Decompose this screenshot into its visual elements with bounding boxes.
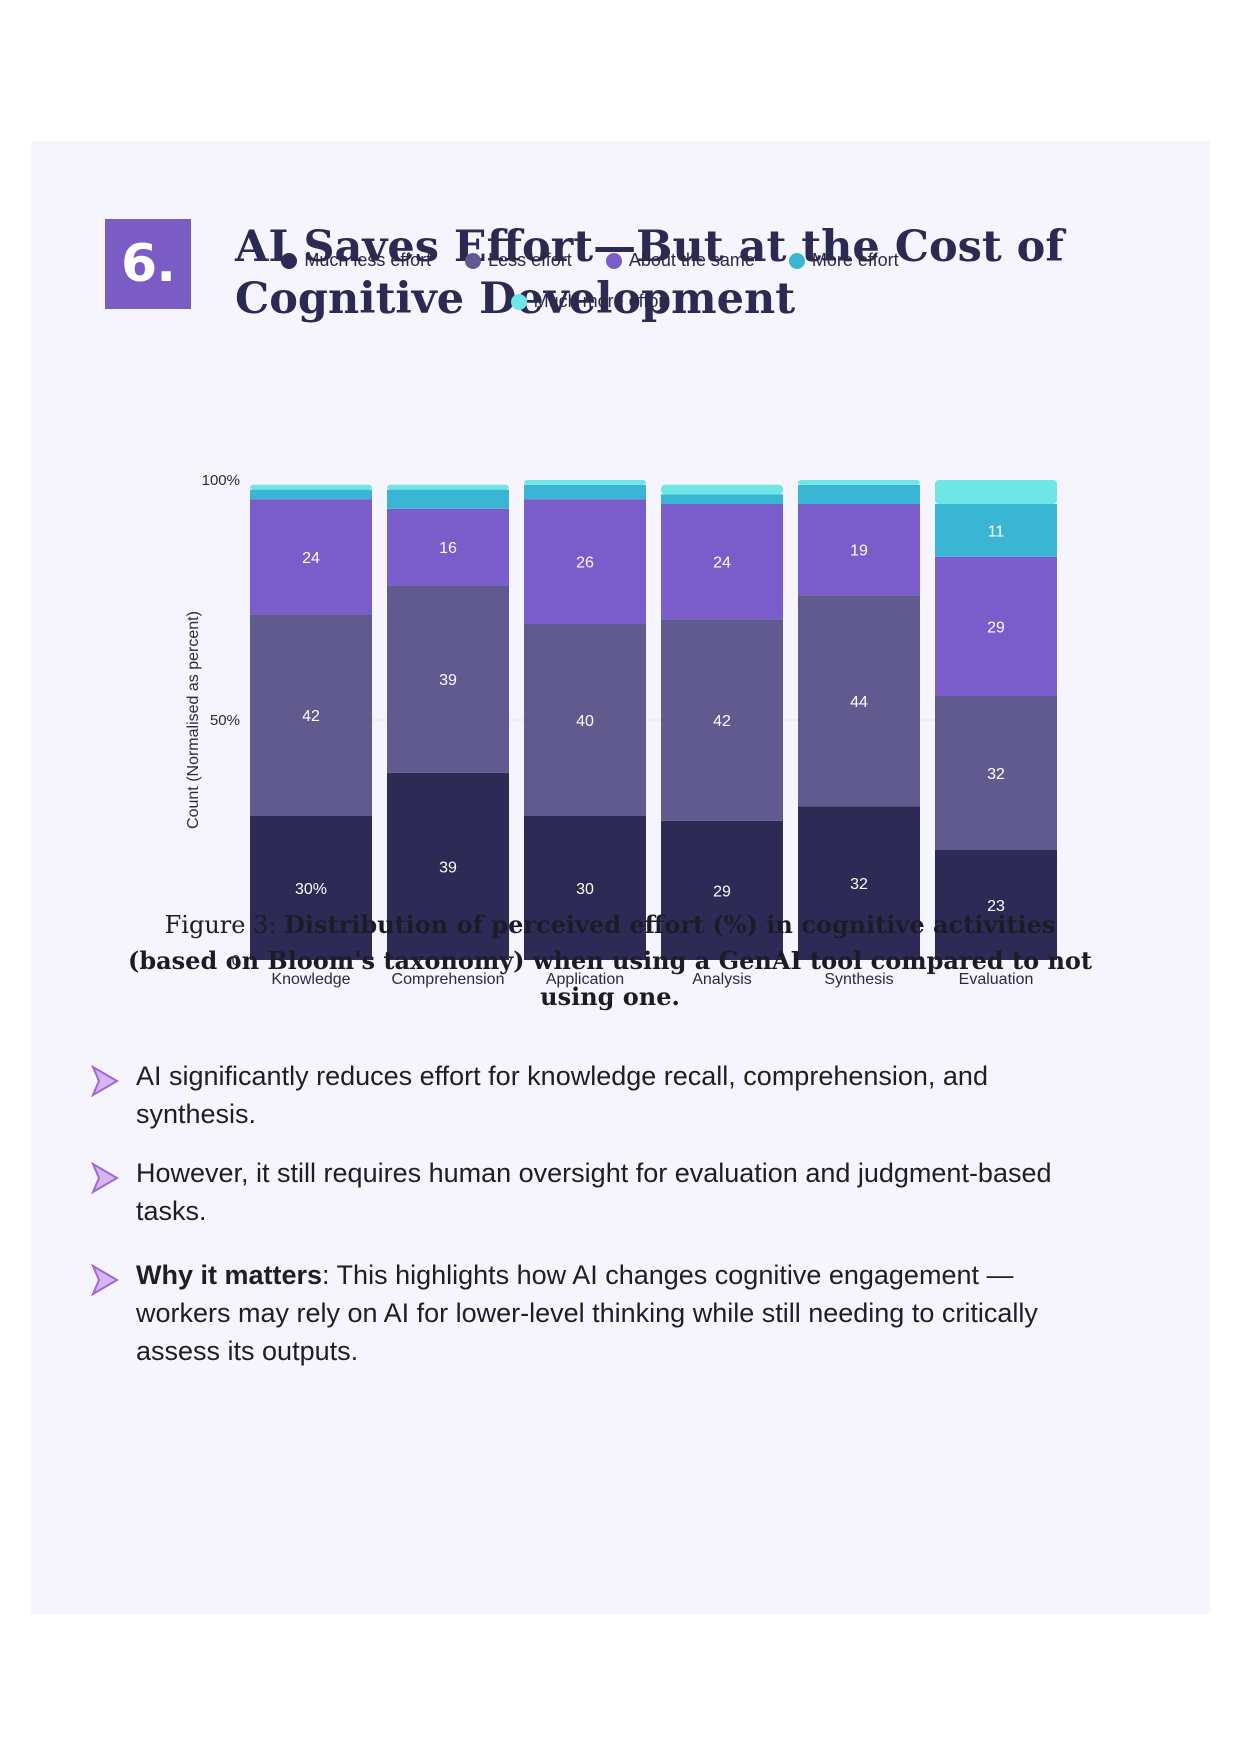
- page-title-line-1: AI Saves Effort—But at the Cost of: [235, 222, 1064, 272]
- bar-segment: [798, 595, 920, 807]
- data-label: 30: [576, 881, 594, 898]
- x-tick-label: Synthesis: [824, 971, 893, 988]
- data-label: 16: [439, 540, 457, 557]
- bar-segment: [387, 585, 509, 773]
- bar-segment: [250, 489, 372, 500]
- bar-segment: [387, 508, 509, 586]
- legend-label-much-more-effort: Much more effort: [533, 291, 670, 311]
- bullet-text-3: Why it matters: This highlights how AI c…: [136, 1256, 1056, 1370]
- x-tick-label: Application: [546, 971, 624, 988]
- legend-swatch-much-less-effort: [281, 252, 298, 269]
- bar-segment: [661, 494, 783, 504]
- bar-segment: [798, 484, 920, 504]
- data-label: 42: [713, 713, 731, 730]
- data-label: 24: [713, 555, 731, 572]
- bullet-item-2: However, it still requires human oversig…: [90, 1154, 1056, 1230]
- legend-swatch-more-effort: [788, 252, 805, 269]
- legend-row-1: Much less effort Less effort About the s…: [200, 250, 980, 271]
- legend-label-about-the-same: About the same: [628, 250, 755, 270]
- data-label: 44: [850, 694, 868, 711]
- bar-segment: [798, 806, 920, 960]
- figure-caption-text: Distribution of perceived effort (%) in …: [127, 910, 1093, 1011]
- data-label: 40: [576, 713, 594, 730]
- bullet-body-2: However, it still requires human oversig…: [136, 1158, 1052, 1226]
- data-label: 19: [850, 543, 868, 560]
- data-label: 29: [713, 883, 731, 900]
- data-label: 32: [850, 876, 868, 893]
- bar-segment: [524, 484, 646, 500]
- x-tick-label: Comprehension: [392, 971, 505, 988]
- y-tick-label: 0: [232, 952, 240, 969]
- bar-segment: [524, 480, 646, 485]
- bar-segment: [935, 696, 1057, 850]
- stacked-bar-chart: 0 50% 100% Count (Normalised as percent) 30%…: [185, 472, 1057, 988]
- bar-segment: [661, 820, 783, 960]
- legend-item-less-effort: Less effort: [465, 250, 572, 271]
- figure-caption-prefix: Figure 3:: [164, 911, 285, 939]
- triangle-arrow-icon: [91, 1065, 119, 1097]
- data-label: 30%: [295, 881, 327, 898]
- bar-segment: [661, 619, 783, 821]
- x-tick-label: Evaluation: [959, 971, 1034, 988]
- bar-segment: [250, 499, 372, 615]
- data-label: 32: [987, 766, 1005, 783]
- bar-segment: [935, 556, 1057, 696]
- bullet-item-3: Why it matters: This highlights how AI c…: [90, 1256, 1056, 1370]
- bar-segment: [387, 772, 509, 960]
- x-tick-label: Analysis: [692, 971, 752, 988]
- legend-swatch-much-more-effort: [510, 293, 527, 310]
- legend-item-much-more-effort: Much more effort: [510, 291, 670, 312]
- legend-label-much-less-effort: Much less effort: [304, 250, 432, 270]
- y-axis-label: Count (Normalised as percent): [185, 611, 202, 829]
- bar-segment: [387, 489, 509, 509]
- data-label: 29: [987, 619, 1005, 636]
- bar-segment: [250, 484, 372, 490]
- legend-item-much-less-effort: Much less effort: [281, 250, 431, 271]
- bar-segment: [524, 624, 646, 816]
- bullet-text-1: AI significantly reduces effort for know…: [136, 1057, 1056, 1133]
- bar-segment: [661, 504, 783, 620]
- bullet-body-1: AI significantly reduces effort for know…: [136, 1061, 988, 1129]
- bullet-text-2: However, it still requires human oversig…: [136, 1154, 1056, 1230]
- bar-segment: [935, 480, 1057, 504]
- data-label: 39: [439, 672, 457, 689]
- y-tick-label: 100%: [202, 472, 240, 489]
- bullet-body-3: : This highlights how AI changes cogniti…: [136, 1260, 1038, 1366]
- chart-legend: Much less effort Less effort About the s…: [200, 250, 980, 332]
- triangle-arrow-icon: [91, 1162, 119, 1194]
- data-label: 11: [988, 523, 1005, 540]
- legend-swatch-less-effort: [465, 252, 482, 269]
- data-label: 26: [576, 555, 594, 572]
- data-label: 24: [302, 550, 320, 567]
- data-label: 23: [987, 898, 1005, 915]
- bar-segment: [798, 504, 920, 596]
- y-tick-label: 50%: [210, 712, 240, 729]
- figure-caption: Figure 3: Distribution of perceived effo…: [120, 907, 1100, 1015]
- bar-segment: [935, 504, 1057, 557]
- data-label: 39: [439, 859, 457, 876]
- legend-item-about-the-same: About the same: [605, 250, 755, 271]
- bullet-bold-3: Why it matters: [136, 1260, 323, 1290]
- bar-segment: [935, 849, 1057, 960]
- bar-segment: [250, 614, 372, 816]
- x-tick-label: Knowledge: [271, 971, 350, 988]
- triangle-arrow-icon: [91, 1264, 119, 1296]
- bar-segment: [524, 816, 646, 960]
- section-number-badge: 6.: [105, 219, 191, 309]
- legend-item-more-effort: More effort: [788, 250, 899, 271]
- legend-row-2: Much more effort: [200, 291, 980, 312]
- bar-segment: [387, 484, 509, 490]
- legend-swatch-about-the-same: [605, 252, 622, 269]
- bar-segment: [250, 816, 372, 960]
- bar-segment: [524, 499, 646, 624]
- bar-segment: [798, 480, 920, 485]
- data-label: 42: [302, 708, 320, 725]
- legend-label-less-effort: Less effort: [488, 250, 572, 270]
- bar-segment: [661, 484, 783, 495]
- legend-label-more-effort: More effort: [811, 250, 899, 270]
- bullet-item-1: AI significantly reduces effort for know…: [90, 1057, 1056, 1133]
